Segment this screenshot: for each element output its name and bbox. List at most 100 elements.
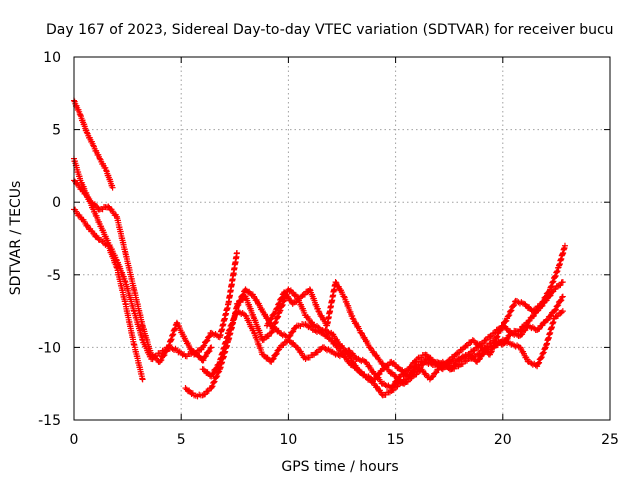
series-track-6 <box>199 308 566 392</box>
interp-marker <box>274 304 281 311</box>
interp-marker <box>497 326 504 333</box>
interp-marker <box>208 383 215 390</box>
interp-marker <box>193 350 200 357</box>
interp-marker <box>210 370 217 377</box>
y-tick-label: 5 <box>52 123 61 139</box>
interp-marker <box>555 302 562 309</box>
interp-marker <box>344 350 351 357</box>
interp-marker <box>235 300 242 307</box>
interp-marker <box>558 309 565 316</box>
interp-marker <box>554 312 561 319</box>
interp-marker <box>544 316 551 323</box>
interp-marker <box>163 347 170 354</box>
interp-marker <box>506 312 513 319</box>
data-point <box>105 203 112 210</box>
axis-ticks: 0 5 10 15 20 25 -15 -10 -5 0 5 10 <box>38 50 619 448</box>
data-point <box>559 308 566 315</box>
interp-marker <box>540 349 547 356</box>
interp-marker <box>439 364 446 371</box>
interp-marker <box>539 322 546 329</box>
interp-marker <box>507 308 514 315</box>
interp-marker <box>497 327 504 334</box>
interp-marker <box>547 292 554 299</box>
interp-marker <box>372 375 379 382</box>
data-point <box>559 293 566 300</box>
interp-marker <box>273 305 280 312</box>
interp-marker <box>453 360 460 367</box>
y-tick-label: -10 <box>38 340 61 356</box>
interp-marker <box>161 352 168 359</box>
y-tick-label: 0 <box>52 195 61 211</box>
interp-marker <box>447 356 454 363</box>
interp-marker <box>202 353 209 360</box>
interp-marker <box>530 312 537 319</box>
interp-marker <box>476 355 483 362</box>
interp-marker <box>500 322 507 329</box>
data-point <box>182 385 189 392</box>
interp-marker <box>552 285 559 292</box>
interp-marker <box>539 298 546 305</box>
interp-marker <box>536 359 543 366</box>
interp-marker <box>529 324 536 331</box>
interp-marker <box>280 341 287 348</box>
interp-marker <box>558 297 565 304</box>
interp-marker <box>536 325 543 332</box>
interp-marker <box>430 373 437 380</box>
y-tick-label: -15 <box>38 413 61 429</box>
grid-lines <box>74 57 610 420</box>
x-tick-label: 25 <box>601 432 619 448</box>
interp-marker <box>206 348 213 355</box>
interp-marker <box>207 345 214 352</box>
x-tick-label: 5 <box>177 432 186 448</box>
data-point <box>242 286 249 293</box>
interp-marker <box>269 356 276 363</box>
interp-marker <box>433 369 440 376</box>
interp-marker <box>267 316 274 323</box>
interp-marker <box>519 331 526 338</box>
interp-marker <box>266 319 273 326</box>
interp-marker <box>158 356 165 363</box>
interp-marker <box>281 331 288 338</box>
interp-marker <box>278 295 285 302</box>
interp-marker <box>157 357 164 364</box>
interp-marker <box>449 365 456 372</box>
x-tick-label: 10 <box>279 432 297 448</box>
interp-marker <box>268 315 275 322</box>
interp-marker <box>275 300 282 307</box>
interp-marker <box>215 369 222 376</box>
interp-marker <box>542 294 549 301</box>
interp-marker <box>456 349 463 356</box>
data-point <box>96 155 103 162</box>
interp-marker <box>160 352 167 359</box>
data-point <box>83 129 90 136</box>
data-point <box>559 279 566 286</box>
interp-marker <box>287 332 294 339</box>
data-point <box>233 250 240 257</box>
interp-marker <box>162 348 169 355</box>
data-point <box>208 344 215 351</box>
interp-marker <box>203 352 210 359</box>
interp-marker <box>543 293 550 300</box>
interp-marker <box>201 342 208 349</box>
data-point <box>79 187 86 194</box>
series-track-4 <box>71 206 146 383</box>
interp-marker <box>471 347 478 354</box>
interp-marker <box>376 371 383 378</box>
series-track-1 <box>71 97 116 191</box>
interp-marker <box>213 365 220 372</box>
interp-marker <box>276 300 283 307</box>
interp-marker <box>508 307 515 314</box>
interp-marker <box>494 341 501 348</box>
x-tick-label: 15 <box>387 432 405 448</box>
interp-marker <box>260 336 267 343</box>
data-point <box>139 376 146 383</box>
series-track-3 <box>71 177 240 365</box>
data-points <box>71 97 568 400</box>
interp-marker <box>499 323 506 330</box>
interp-marker <box>270 355 277 362</box>
interp-marker <box>552 306 559 313</box>
interp-marker <box>214 373 221 380</box>
interp-marker <box>413 371 420 378</box>
interp-marker <box>488 333 495 340</box>
interp-marker <box>210 379 217 386</box>
